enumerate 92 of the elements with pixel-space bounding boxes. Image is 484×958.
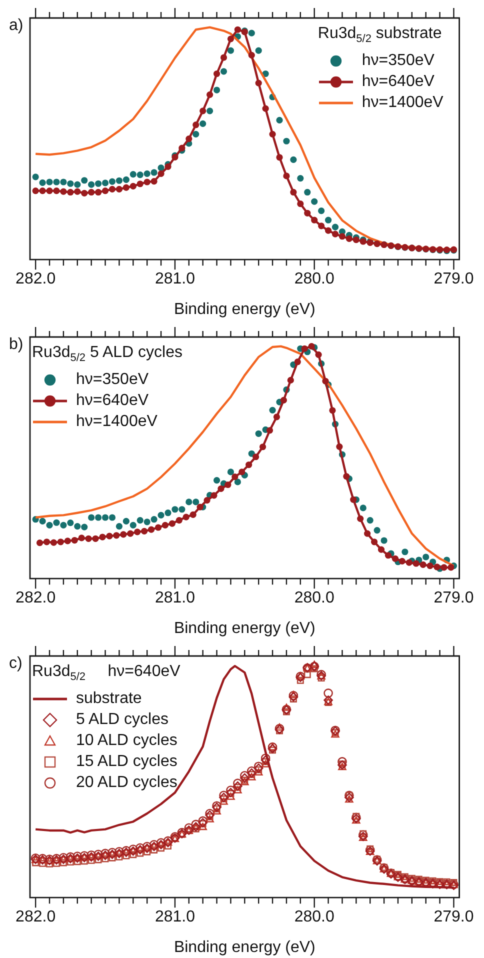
legend-label: hν=1400eV: [76, 412, 158, 432]
point: [357, 515, 364, 522]
x-tick-label: 279.0: [434, 908, 474, 926]
point: [190, 511, 196, 518]
chart-title: a): [9, 17, 24, 35]
x-tick-label: 279.0: [434, 590, 474, 607]
legend-title: Ru3d$_{5/2}$ substrate: [318, 24, 443, 48]
legend-label: 20 ALD cycles: [76, 773, 178, 794]
point: [336, 443, 343, 450]
legend-label: substrate: [76, 689, 142, 710]
legend-title: Ru3d$_{5/2}$ 5 ALD cycles: [32, 343, 182, 366]
x-tick-label: 282.0: [16, 908, 56, 926]
x-tick-label: 281.0: [154, 590, 196, 607]
point: [434, 564, 440, 570]
legend-label: hν=640eV: [362, 72, 434, 92]
legend-label: 15 ALD cycles: [76, 752, 178, 772]
legend-label: hν=350eV: [76, 370, 149, 390]
point: [78, 534, 85, 542]
point: [224, 481, 232, 488]
point: [57, 538, 64, 546]
point: [134, 528, 141, 536]
x-tick-label: 281.0: [154, 908, 196, 926]
point: [64, 538, 71, 544]
point: [329, 407, 336, 414]
point: [384, 552, 392, 559]
point: [315, 351, 322, 358]
point: [120, 531, 127, 538]
point: [43, 538, 50, 546]
point: [246, 461, 252, 468]
point: [343, 473, 350, 480]
point: [127, 530, 134, 537]
point: [426, 562, 434, 570]
x-axis-title: Binding energy (eV): [174, 938, 316, 956]
point: [406, 559, 412, 566]
point: [182, 514, 190, 520]
point: [440, 564, 448, 571]
point: [232, 474, 238, 480]
point: [378, 546, 385, 553]
point: [420, 561, 426, 568]
point: [252, 454, 260, 460]
point: [176, 516, 182, 524]
x-axis-title: Binding energy (eV): [174, 300, 316, 318]
point: [287, 376, 294, 384]
x-axis-title: Binding energy (eV): [174, 620, 316, 637]
point: [301, 345, 308, 352]
x-tick-label: 282.0: [16, 590, 56, 607]
point: [392, 555, 398, 562]
point: [162, 522, 169, 528]
point: [154, 524, 162, 531]
point: [218, 485, 224, 492]
x-tick-label: 281.0: [154, 270, 196, 288]
point: [210, 492, 218, 499]
legend-label: hν=640eV: [76, 391, 149, 412]
chart-title: c): [9, 655, 22, 673]
legend-label: hν=1400eV: [362, 93, 444, 114]
point: [273, 414, 280, 420]
legend-label: 5 ALD cycles: [76, 710, 168, 730]
point: [412, 560, 420, 567]
point: [280, 396, 287, 404]
point: [370, 538, 378, 546]
point: [322, 378, 329, 384]
point: [308, 342, 315, 350]
legend-label: hν=350eV: [362, 51, 434, 72]
point: [294, 358, 301, 366]
point: [398, 558, 406, 564]
chart-title: b): [9, 336, 24, 354]
text: Ru3d$_{5/2}$ hν=640eV: [32, 663, 180, 684]
x-tick-label: 280.0: [294, 590, 334, 607]
x-tick-label: 280.0: [294, 270, 334, 288]
point: [36, 540, 44, 546]
point: [350, 496, 357, 503]
point: [71, 536, 78, 544]
point: [85, 535, 92, 542]
legend-label: 10 ALD cycles: [76, 731, 178, 752]
point: [168, 520, 176, 527]
point: [113, 532, 120, 539]
point: [50, 539, 57, 546]
point: [364, 530, 371, 537]
x-tick-label: 280.0: [294, 908, 334, 926]
point: [140, 528, 148, 535]
point: [106, 532, 113, 540]
point: [259, 444, 266, 450]
point: [148, 526, 155, 533]
point: [266, 427, 274, 434]
point: [196, 504, 204, 510]
point: [238, 468, 246, 476]
x-tick-label: 279.0: [434, 270, 474, 288]
point: [99, 534, 106, 540]
x-tick-label: 282.0: [16, 270, 56, 288]
point: [92, 535, 99, 542]
point: [448, 564, 454, 571]
point: [204, 497, 210, 504]
